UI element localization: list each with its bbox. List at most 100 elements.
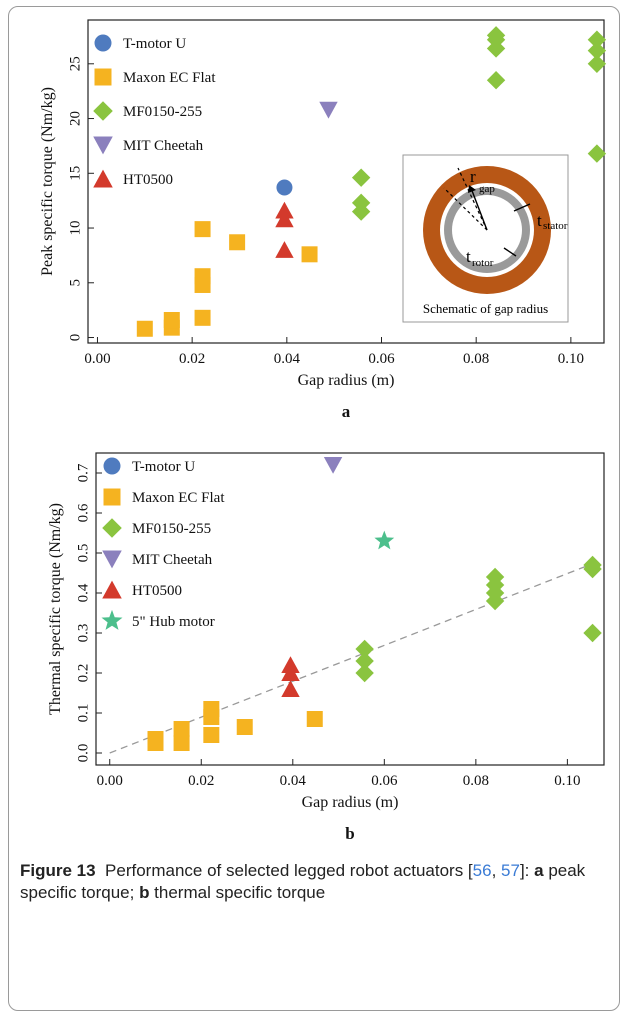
data-point: [587, 144, 607, 163]
y-tick-label: 0.6: [75, 503, 91, 522]
data-point: [194, 268, 211, 285]
legend-label: 5" Hub motor: [132, 614, 215, 630]
data-point: [301, 246, 318, 263]
y-tick-label: 0.1: [75, 704, 91, 723]
legend-marker: [102, 518, 122, 538]
legend-marker: [93, 169, 113, 188]
caption-part-b: b: [139, 883, 150, 902]
plot-area: [95, 452, 605, 766]
data-point: [323, 457, 343, 474]
legend-marker: [93, 136, 113, 155]
x-tick-label: 0.00: [84, 351, 110, 367]
y-tick-label: 0: [67, 334, 83, 342]
data-point: [194, 221, 211, 238]
caption-text: Performance of selected legged robot act…: [105, 861, 473, 880]
data-point: [587, 30, 607, 49]
x-tick-label: 0.10: [554, 773, 580, 789]
legend-marker: [103, 457, 121, 475]
legend-label: Maxon EC Flat: [132, 490, 225, 506]
legend-marker: [94, 34, 112, 52]
legend-label: HT0500: [123, 172, 173, 188]
x-tick-label: 0.06: [368, 351, 395, 367]
data-point: [486, 26, 506, 45]
series-group: [323, 457, 343, 474]
data-point: [281, 656, 300, 673]
data-point: [203, 727, 220, 743]
data-point: [486, 71, 506, 90]
caption-sep: ,: [491, 861, 502, 880]
data-point: [319, 101, 338, 119]
x-tick-label: 0.08: [463, 351, 489, 367]
x-tick-label: 0.08: [463, 773, 489, 789]
data-point: [355, 651, 374, 671]
x-tick-label: 0.04: [280, 773, 307, 789]
caption-ref-link[interactable]: 57: [501, 861, 520, 880]
y-axis-label: Peak specific torque (Nm/kg): [39, 87, 56, 276]
inset-stator-arrow: [513, 203, 531, 212]
caption-text: ]:: [519, 861, 535, 880]
y-tick-label: 0.0: [75, 744, 91, 763]
data-point: [306, 711, 323, 727]
series-group: [275, 201, 294, 258]
data-point: [147, 731, 164, 747]
series-group: [147, 701, 323, 751]
plot-area: [87, 19, 605, 344]
data-point: [275, 241, 294, 258]
legend-label: HT0500: [132, 583, 182, 599]
legend-marker: [102, 580, 122, 599]
y-tick-label: 0.4: [75, 583, 91, 602]
y-tick-label: 5: [67, 279, 83, 287]
legend-label: T-motor U: [132, 459, 195, 475]
y-tick-label: 25: [67, 56, 83, 71]
data-point: [583, 623, 602, 643]
caption-ref-link[interactable]: 56: [472, 861, 492, 880]
caption-text: thermal specific torque: [149, 883, 326, 902]
panel-label: a: [342, 402, 351, 421]
caption-part-a: a: [534, 861, 544, 880]
data-point: [276, 179, 293, 196]
figure-caption: Figure 13 Performance of selected legged…: [20, 860, 620, 904]
legend-label: T-motor U: [123, 36, 186, 52]
legend-label: MIT Cheetah: [132, 552, 213, 568]
inset-dash-line: [443, 187, 488, 231]
data-point: [173, 735, 190, 751]
data-point: [351, 168, 371, 187]
legend: T-motor U Maxon EC Flat MF0150-255 MIT Chee…: [101, 457, 225, 630]
data-point: [281, 680, 300, 697]
legend-marker: [94, 68, 112, 86]
y-tick-label: 20: [67, 111, 83, 126]
data-point: [355, 663, 374, 683]
data-point: [587, 54, 607, 73]
x-tick-label: 0.02: [179, 351, 205, 367]
trend-line: [109, 560, 600, 754]
x-tick-label: 0.04: [274, 351, 301, 367]
inset-label-t-rotor: t: [466, 247, 471, 266]
data-point: [485, 567, 505, 587]
x-tick-label: 0.06: [371, 773, 398, 789]
legend-marker: [103, 488, 121, 506]
data-point: [275, 201, 294, 219]
data-point: [351, 193, 371, 213]
data-point: [587, 41, 607, 60]
panel-label: b: [345, 824, 354, 843]
data-point: [163, 312, 180, 329]
x-tick-label: 0.02: [188, 773, 214, 789]
x-axis-label: Gap radius (m): [298, 372, 395, 389]
inset-label-t-stator: t: [537, 211, 542, 230]
y-tick-label: 0.3: [75, 624, 91, 643]
chart-b: 0.00 0.02 0.04 0.06 0.08 0.10 0.0 0.1 0.2 0.3 0.4 0…: [47, 452, 605, 843]
inset-rotor-arrow: [503, 247, 517, 257]
data-point: [203, 701, 220, 717]
series-group: [276, 179, 293, 196]
series-group: [351, 26, 607, 221]
legend-marker: [93, 101, 113, 121]
inset-label-stator: stator: [543, 220, 568, 232]
x-tick-label: 0.10: [558, 351, 584, 367]
chart-a: 0.00 0.02 0.04 0.06 0.08 0.10 0 5 10 15 20 25 Gap ra…: [39, 19, 607, 421]
x-axis-label: Gap radius (m): [302, 794, 399, 811]
legend-marker: [101, 609, 123, 630]
legend-label: MF0150-255: [132, 521, 211, 537]
y-tick-label: 0.2: [75, 664, 91, 683]
series-group: [319, 101, 338, 119]
y-tick-label: 0.5: [75, 544, 91, 563]
